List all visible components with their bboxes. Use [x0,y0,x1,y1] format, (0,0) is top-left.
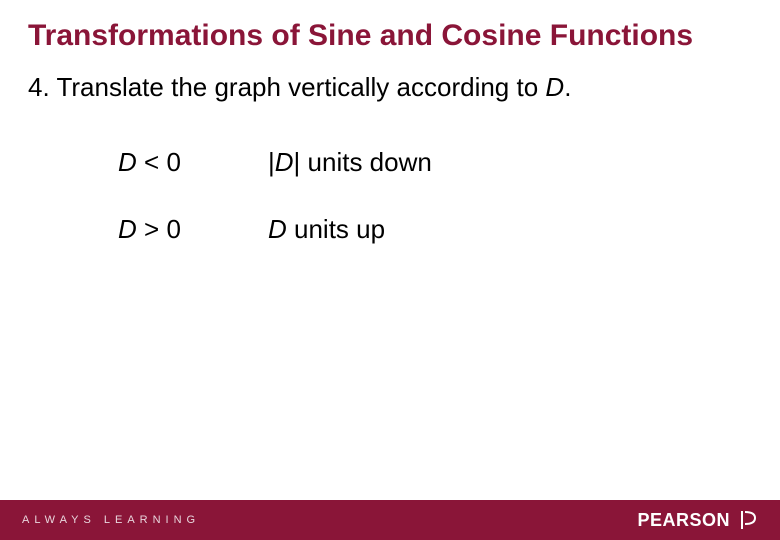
rule-condition: D > 0 [118,200,268,267]
instruction-line: 4. Translate the graph vertically accord… [28,70,752,105]
title-area: Transformations of Sine and Cosine Funct… [0,0,780,64]
rule-result: |D| units down [268,133,454,200]
footer-tagline: ALWAYS LEARNING [22,514,200,526]
slide: Transformations of Sine and Cosine Funct… [0,0,780,540]
result-var: D [275,147,294,177]
rule-result: D units up [268,200,454,267]
table-row: D < 0 |D| units down [118,133,454,200]
cond-op: > [144,214,159,244]
instruction-number: 4. [28,72,50,102]
content-area: 4. Translate the graph vertically accord… [0,64,780,267]
result-pre: | [268,147,275,177]
slide-title: Transformations of Sine and Cosine Funct… [28,18,752,54]
result-post: | units down [294,147,432,177]
footer-bar: ALWAYS LEARNING PEARSON [0,500,780,540]
cond-var: D [118,147,137,177]
cond-op: < [144,147,159,177]
instruction-text-pre: Translate the graph vertically according… [56,72,545,102]
instruction-text-post: . [564,72,571,102]
footer-brand: PEARSON [637,509,758,531]
instruction-var: D [545,72,564,102]
rules-table: D < 0 |D| units down D > 0 D uni [118,133,454,267]
brand-mark-icon [738,509,758,531]
cond-rhs: 0 [166,147,180,177]
cond-rhs: 0 [166,214,180,244]
result-post: units up [287,214,385,244]
brand-text: PEARSON [637,510,730,531]
cond-var: D [118,214,137,244]
result-var: D [268,214,287,244]
table-row: D > 0 D units up [118,200,454,267]
rules-table-wrap: D < 0 |D| units down D > 0 D uni [118,133,752,267]
rule-condition: D < 0 [118,133,268,200]
